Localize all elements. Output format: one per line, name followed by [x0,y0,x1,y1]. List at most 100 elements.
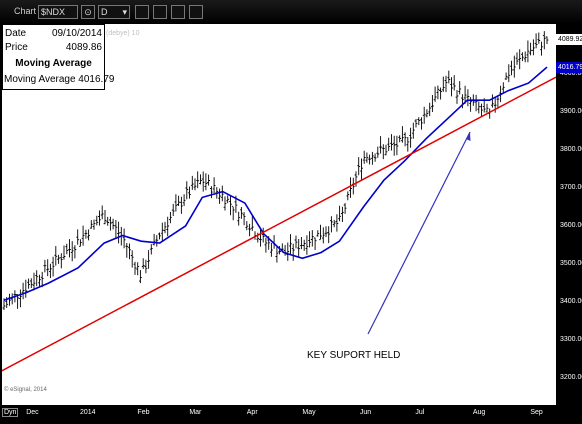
price-bar [305,235,309,255]
time-tick-label: Jun [359,409,372,416]
price-bar [357,157,361,176]
price-bar [210,186,213,199]
price-bars [2,31,549,311]
price-bar [111,218,115,230]
price-bar [343,203,347,214]
dynamic-button[interactable]: Dyn [2,408,19,417]
price-bar [152,233,156,246]
price-bar [240,207,243,219]
interval-select[interactable]: D ▾ [98,5,130,19]
price-bar [518,49,522,70]
price-bar [425,109,429,118]
time-tick-label: Dec [26,409,39,416]
price-bar [338,205,341,222]
price-bar [204,173,208,191]
price-bar [275,246,279,263]
price-bar [291,243,295,261]
price-bar [373,153,377,162]
price-bar [485,103,489,113]
price-bar [169,211,172,224]
price-bar [360,158,363,180]
price-bar [409,127,412,148]
price-bar [38,274,41,287]
time-tick-label: Mar [189,409,202,416]
price-bar [488,108,492,119]
price-bar [242,212,246,226]
price-axis[interactable]: 4000.003900.003800.003700.003600.003500.… [556,24,582,405]
moving-average-line [3,66,548,301]
price-bar [286,242,290,261]
price-bar [155,235,159,247]
price-tick-label: 3900.00 [560,107,582,115]
tool-button-4-icon[interactable] [189,5,203,19]
price-bar [381,144,385,160]
price-bar [128,243,131,260]
price-bar [166,216,170,237]
price-bar [261,227,265,243]
price-bar [16,293,19,309]
price-bar [201,171,205,192]
price-bar [65,243,69,255]
tool-button-2-icon[interactable] [153,5,167,19]
symbol-search-icon[interactable]: ⊙ [81,5,95,19]
price-bar [264,237,268,253]
price-bar [92,219,96,230]
price-bar [180,196,183,214]
price-bar [49,263,52,279]
price-bar [351,177,355,195]
price-bar [46,259,50,277]
time-tick-label: May [302,409,316,416]
price-bar [458,81,462,95]
price-bar [477,101,481,114]
price-bar [196,171,200,189]
symbol-input[interactable]: $NDX [38,5,78,19]
chart-toolbar: Chart $NDX ⊙ D ▾ [0,0,582,24]
price-bar [106,216,110,226]
price-bar [480,103,483,117]
price-tick-label: 3800.00 [560,145,582,153]
price-bar [136,262,140,276]
price-bar [452,75,456,91]
price-bar [87,229,90,241]
price-bar [316,230,320,237]
price-bar [390,134,393,151]
tool-button-3-icon[interactable] [171,5,185,19]
price-bar [354,171,358,187]
key-support-trendline[interactable] [2,76,556,372]
price-bar [395,135,399,156]
price-bar [324,226,328,238]
price-bar [526,40,530,63]
price-chart[interactable] [2,24,556,405]
price-bar [501,82,505,94]
time-axis[interactable]: Dyn Dec 2014 Feb Mar Apr May Jun Jul Aug Sep [0,405,582,424]
price-bar [245,221,249,231]
price-bar [43,259,47,273]
price-bar [79,239,82,247]
price-bar [259,229,262,247]
time-tick-label: Aug [472,409,486,416]
price-bar [444,75,448,93]
last-price-label: 4089.92 [556,34,582,46]
price-bar [223,196,227,211]
price-bar [371,151,374,165]
price-bar [114,220,118,238]
price-bar [70,241,74,262]
price-bar [403,132,407,147]
price-bar [362,150,366,164]
key-support-annotation: KEY SUPORT HELD [307,350,401,361]
price-bar [139,270,142,284]
time-tick-label: Sep [530,409,543,416]
ma-title: Moving Average [15,58,92,69]
time-tick-label: Apr [246,409,258,416]
price-bar [218,188,221,204]
price-bar [300,237,303,250]
price-bar [133,261,137,275]
price-bar [270,242,273,257]
tool-button-1-icon[interactable] [135,5,149,19]
price-label: Price [5,42,28,53]
moving-average-label: 4016.79 [556,62,582,74]
price-bar [32,272,36,291]
price-bar [365,152,369,163]
price-bar [302,239,306,251]
price-bar [59,253,63,269]
